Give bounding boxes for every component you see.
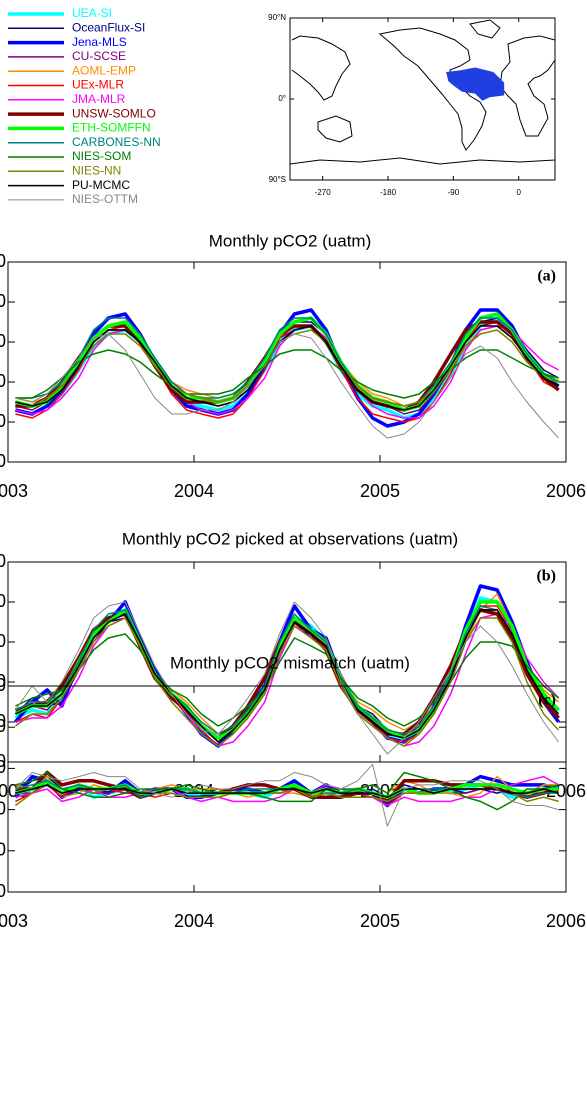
y-tick-label: 360 xyxy=(0,671,6,691)
x-tick-label: 2006 xyxy=(546,911,586,931)
series-line xyxy=(15,605,560,735)
x-tick-label: 2003 xyxy=(0,481,28,501)
series-line xyxy=(15,317,559,407)
legend-label: AOML-EMP xyxy=(72,63,136,77)
y-tick-label: -30 xyxy=(0,881,6,901)
series-line xyxy=(15,763,559,827)
panel-label: (c) xyxy=(538,692,556,709)
x-tick-label: 2006 xyxy=(546,481,586,501)
series-line xyxy=(15,784,559,798)
legend-label: UEA-SI xyxy=(72,6,112,20)
y-tick-label: -10 xyxy=(0,798,6,818)
legend-label: NIES-SOM xyxy=(72,149,131,163)
map-x-tick-label: -90 xyxy=(448,188,460,197)
y-tick-label: 350 xyxy=(0,711,6,731)
y-tick-label: 390 xyxy=(0,251,6,271)
y-tick-label: 340 xyxy=(0,751,6,771)
legend-label: JMA-MLR xyxy=(72,92,126,106)
map-y-tick-label: 0° xyxy=(278,94,286,103)
map-region xyxy=(446,67,505,101)
x-tick-label: 2003 xyxy=(0,911,28,931)
y-tick-label: 360 xyxy=(0,371,6,391)
panel-title: Monthly pCO2 (uatm) xyxy=(209,231,372,250)
map-x-tick-label: -270 xyxy=(315,188,332,197)
series-line xyxy=(15,349,559,399)
x-tick-label: 2004 xyxy=(174,481,214,501)
panel-title: Monthly pCO2 picked at observations (uat… xyxy=(122,529,458,548)
legend-label: CARBONES-NN xyxy=(72,135,161,149)
y-tick-label: 390 xyxy=(0,551,6,571)
map-continents xyxy=(289,19,556,165)
y-tick-label: 340 xyxy=(0,451,6,471)
legend-label: UEx-MLR xyxy=(72,78,124,92)
series-group xyxy=(14,308,560,439)
legend-label: NIES-OTTM xyxy=(72,192,138,206)
series-line xyxy=(14,617,560,747)
map-x-tick-label: -180 xyxy=(380,188,397,197)
y-tick-label: 350 xyxy=(0,411,6,431)
panel-label: (a) xyxy=(537,268,556,285)
series-line xyxy=(14,601,560,755)
legend-label: ETH-SOMFFN xyxy=(72,121,151,135)
x-tick-label: 2004 xyxy=(174,911,214,931)
y-tick-label: -20 xyxy=(0,840,6,860)
map-y-tick-label: 90°N xyxy=(268,13,286,22)
legend-label: PU-MCMC xyxy=(72,178,130,192)
y-tick-label: 20 xyxy=(0,675,6,695)
plot-frame xyxy=(7,561,567,763)
y-tick-label: 0 xyxy=(0,757,6,777)
legend-label: UNSW-SOMLO xyxy=(72,106,156,120)
legend-label: OceanFlux-SI xyxy=(72,20,145,34)
y-tick-label: 370 xyxy=(0,331,6,351)
plot-frame xyxy=(7,685,567,893)
series-group xyxy=(14,584,561,755)
y-tick-label: 380 xyxy=(0,591,6,611)
map-y-tick-label: 90°S xyxy=(269,175,286,184)
series-line xyxy=(15,609,560,743)
legend-label: Jena-MLS xyxy=(72,35,127,49)
series-group xyxy=(14,763,560,827)
panel-title: Monthly pCO2 mismatch (uatm) xyxy=(170,653,410,672)
legend-label: NIES-NN xyxy=(72,163,121,177)
x-tick-label: 2005 xyxy=(360,481,400,501)
map-frame xyxy=(289,17,556,181)
series-line xyxy=(15,333,559,439)
plot-frame xyxy=(7,261,567,463)
series-line xyxy=(15,633,560,727)
x-tick-label: 2005 xyxy=(360,911,400,931)
map-x-tick-label: 0 xyxy=(516,188,521,197)
legend-label: CU-SCSE xyxy=(72,49,126,63)
series-line xyxy=(14,312,560,412)
series-line xyxy=(15,771,559,811)
panel-label: (b) xyxy=(536,568,556,585)
y-tick-label: 380 xyxy=(0,291,6,311)
y-tick-label: 10 xyxy=(0,716,6,736)
series-line xyxy=(15,325,559,411)
y-tick-label: 370 xyxy=(0,631,6,651)
